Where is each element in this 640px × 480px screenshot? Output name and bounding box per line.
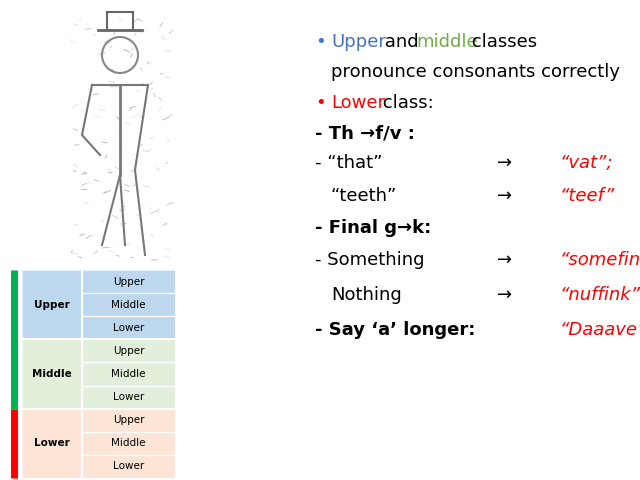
Text: Lower: Lower	[113, 392, 144, 402]
Text: Middle: Middle	[111, 300, 146, 310]
Text: - Something: - Something	[315, 251, 424, 269]
Text: →: →	[497, 154, 513, 172]
Text: classes: classes	[466, 33, 537, 51]
Text: Middle: Middle	[111, 369, 146, 379]
Text: Middle: Middle	[111, 438, 146, 448]
Text: •: •	[315, 94, 326, 112]
Text: - Final g→k:: - Final g→k:	[315, 219, 431, 237]
Text: and: and	[379, 33, 424, 51]
Text: class:: class:	[377, 94, 434, 112]
Text: •: •	[315, 33, 326, 51]
Text: →: →	[497, 286, 513, 304]
Text: Lower: Lower	[113, 323, 144, 333]
Text: “somefink”,: “somefink”,	[560, 251, 640, 269]
Text: Lower: Lower	[113, 461, 144, 471]
Text: middle: middle	[416, 33, 477, 51]
Text: Nothing: Nothing	[331, 286, 402, 304]
Text: Upper: Upper	[113, 346, 144, 356]
Text: Lower: Lower	[331, 94, 385, 112]
Bar	[22, 408, 175, 478]
Text: - Th →f/v :: - Th →f/v :	[315, 124, 415, 142]
Text: - Say ‘a’ longer:: - Say ‘a’ longer:	[315, 321, 476, 339]
Text: →: →	[497, 251, 513, 269]
Bar	[22, 270, 175, 339]
Text: Middle: Middle	[32, 369, 72, 379]
Text: Upper: Upper	[331, 33, 386, 51]
Text: “teeth”: “teeth”	[331, 187, 397, 205]
Text: “Daaave”: “Daaave”	[560, 321, 640, 339]
Text: Upper: Upper	[113, 415, 144, 425]
Text: Upper: Upper	[113, 276, 144, 287]
Bar	[22, 270, 175, 478]
Text: →: →	[497, 187, 513, 205]
Text: “teef”: “teef”	[560, 187, 615, 205]
Text: pronounce consonants correctly: pronounce consonants correctly	[331, 63, 620, 81]
Text: - “that”: - “that”	[315, 154, 383, 172]
Text: “vat”;: “vat”;	[560, 154, 614, 172]
Bar	[22, 339, 175, 408]
Text: Upper: Upper	[34, 300, 70, 310]
Text: Lower: Lower	[34, 438, 70, 448]
Text: “nuffink”: “nuffink”	[560, 286, 640, 304]
